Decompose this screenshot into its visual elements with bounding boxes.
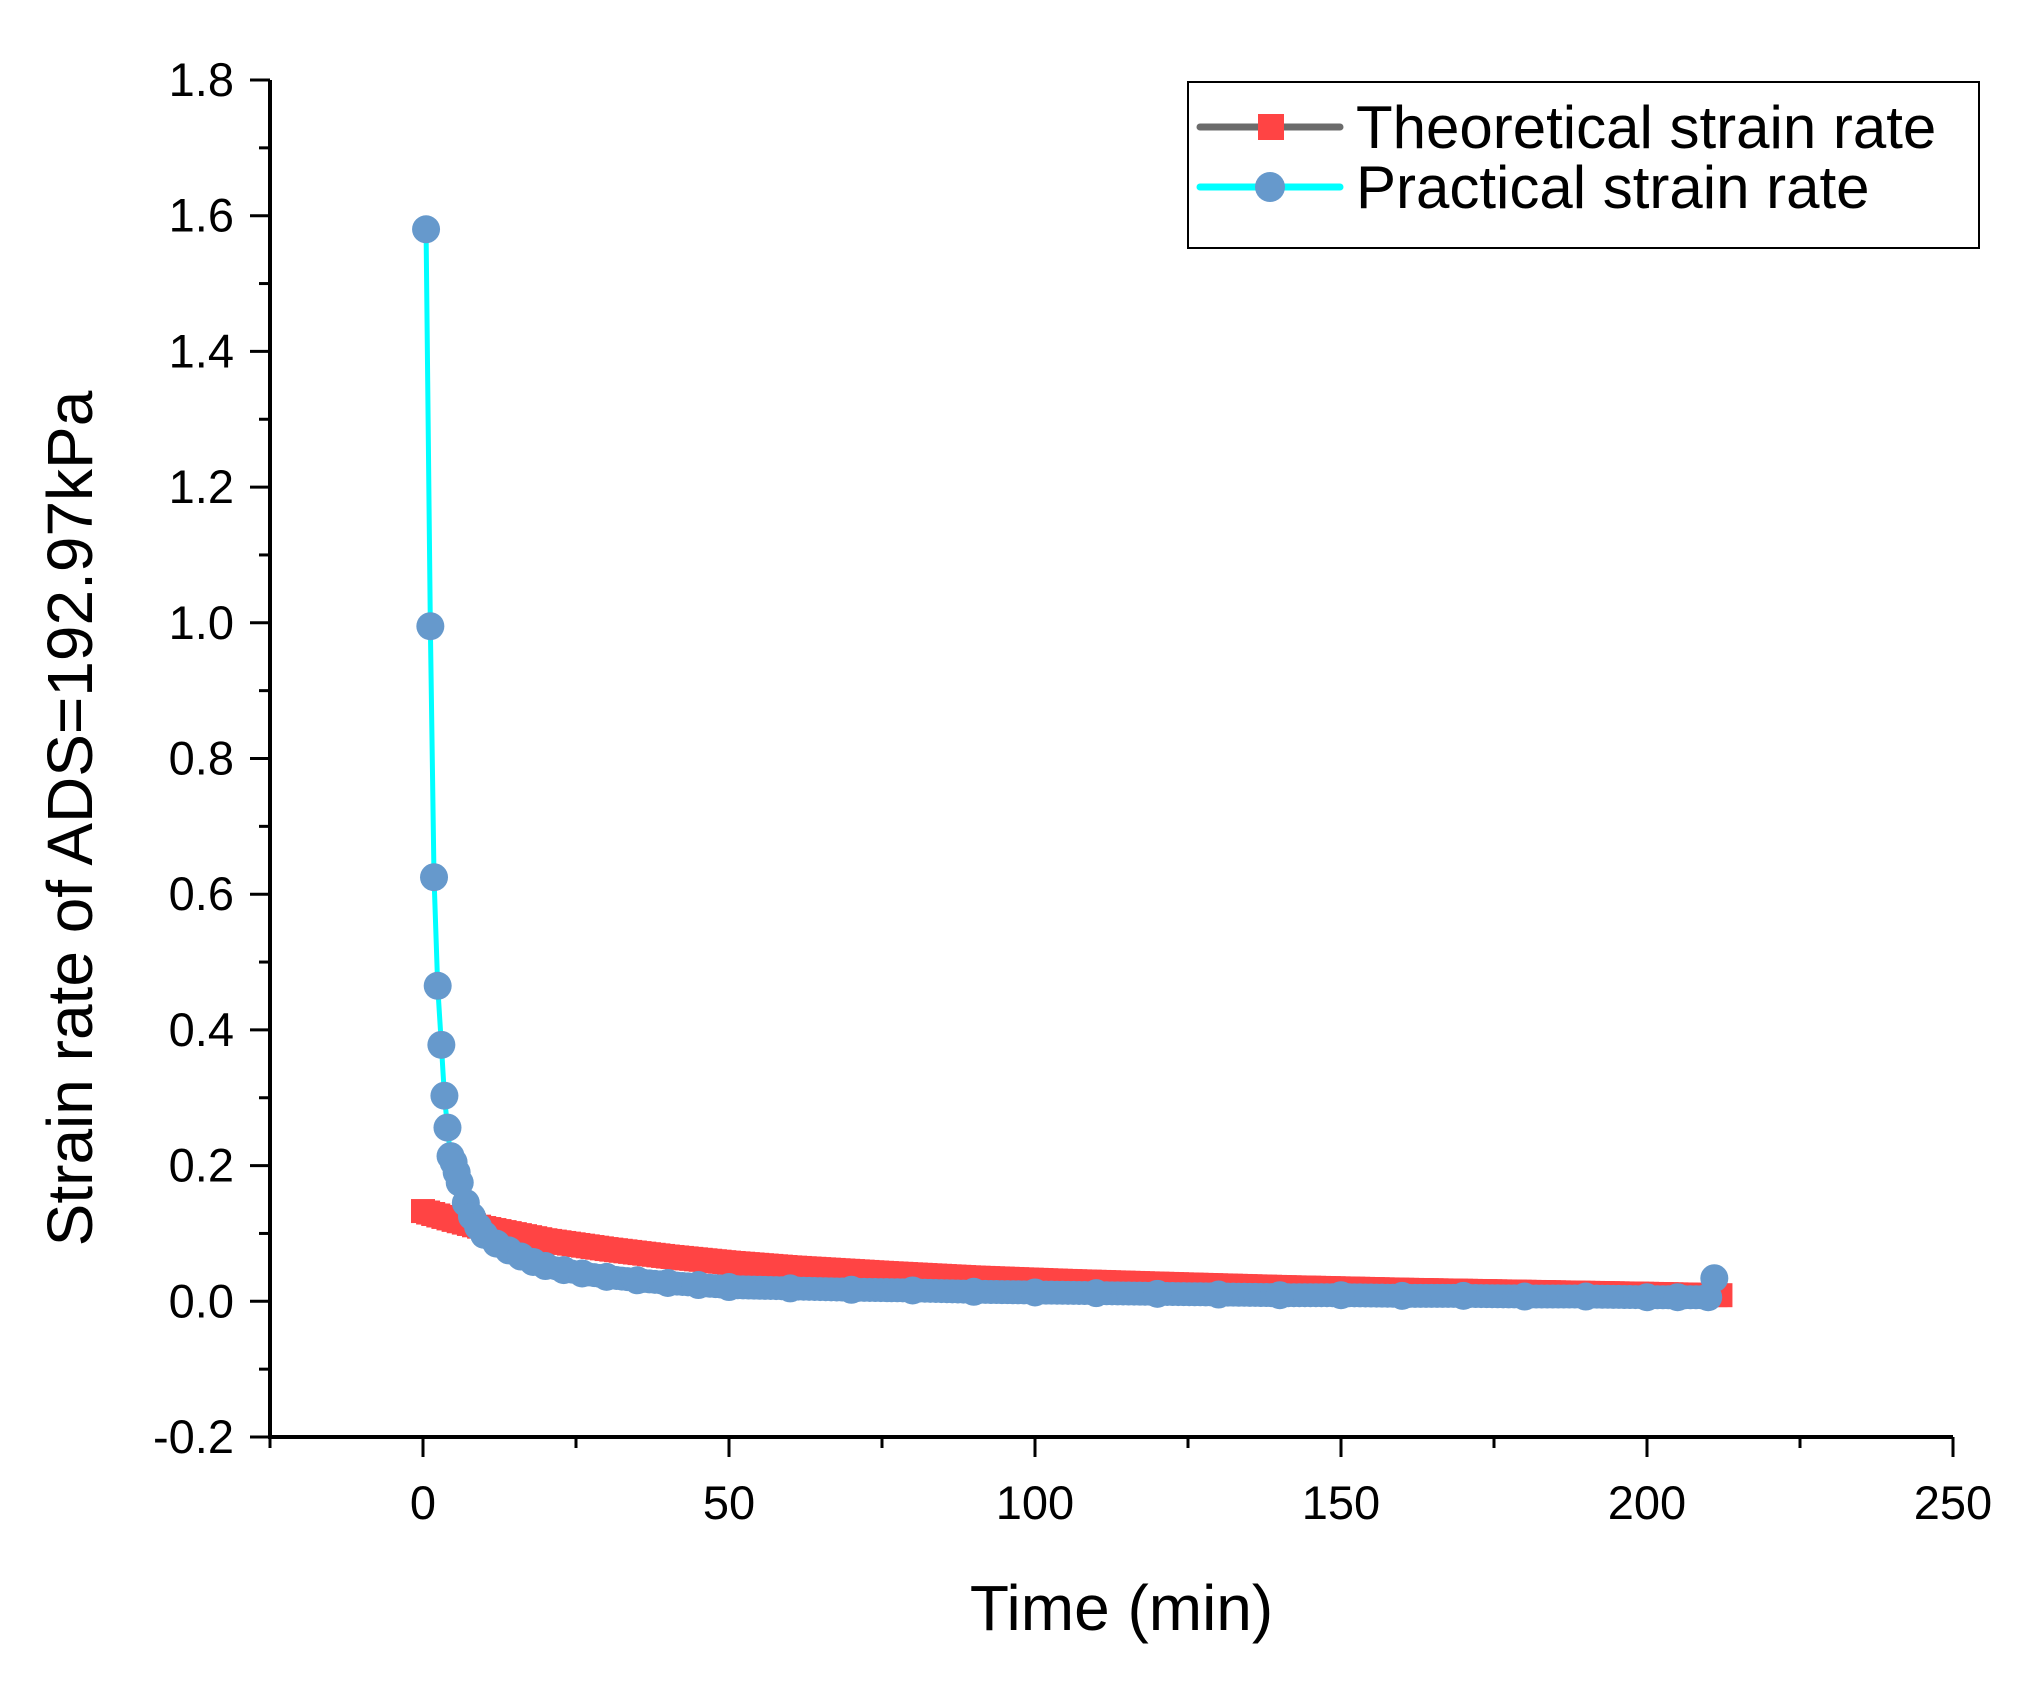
practical-point (776, 1274, 805, 1303)
practical-point (412, 215, 441, 244)
practical-point (1663, 1283, 1692, 1312)
practical-point (1082, 1279, 1111, 1308)
practical-point (684, 1271, 713, 1300)
y-tick-label: 1.8 (169, 53, 234, 106)
legend: Theoretical strain rate Practical strain… (1187, 81, 1980, 249)
practical-point (837, 1275, 866, 1304)
x-tick-label: 100 (996, 1476, 1074, 1529)
practical-point (1327, 1281, 1355, 1310)
legend-box (1187, 81, 1980, 249)
practical-point (653, 1268, 682, 1297)
x-tick-label: 0 (410, 1476, 436, 1529)
x-tick-label: 250 (1914, 1476, 1992, 1529)
y-tick-label: 0.0 (169, 1274, 234, 1327)
y-tick-label: 1.4 (169, 324, 234, 377)
practical-point (423, 971, 452, 1000)
y-axis-ticks: -0.2 0.0 0.2 0.4 0.6 0.8 1.0 1.2 1.4 1.6 1.8 (153, 53, 270, 1463)
x-tick-label: 150 (1302, 1476, 1380, 1529)
practical-point (1633, 1283, 1661, 1312)
practical-point (433, 1113, 462, 1142)
y-tick-label: 0.2 (169, 1139, 234, 1192)
practical-point (1449, 1281, 1478, 1310)
practical-point (1571, 1282, 1600, 1311)
y-tick-label: 0.6 (169, 867, 234, 920)
practical-point (1510, 1282, 1539, 1311)
practical-point (568, 1259, 597, 1288)
plot-area (411, 215, 1733, 1312)
practical-point (430, 1081, 459, 1110)
practical-point (715, 1273, 743, 1302)
practical-point (1021, 1278, 1049, 1307)
x-tick-label: 200 (1608, 1476, 1686, 1529)
y-tick-label: 1.2 (169, 460, 234, 513)
legend-marker-practical (1255, 172, 1285, 202)
practical-point (1388, 1281, 1417, 1310)
legend-label-practical: Practical strain rate (1356, 154, 1870, 221)
practical-point (959, 1277, 988, 1306)
practical-point (592, 1262, 621, 1291)
legend-label-theoretical: Theoretical strain rate (1356, 94, 1936, 161)
series-theoretical (411, 1199, 1733, 1308)
practical-point (623, 1266, 652, 1295)
y-tick-label: 0.4 (169, 1003, 234, 1056)
practical-point (1143, 1279, 1172, 1308)
y-tick-label: 0.8 (169, 732, 234, 785)
x-axis-title: Time (min) (970, 1572, 1273, 1644)
practical-point (427, 1030, 456, 1059)
practical-point (898, 1276, 927, 1305)
series-practical (412, 215, 1729, 1312)
y-axis-title: Strain rate of ADS=192.97kPa (34, 390, 106, 1246)
legend-marker-theoretical (1258, 114, 1284, 140)
x-tick-label: 50 (703, 1476, 755, 1529)
y-tick-label: -0.2 (153, 1410, 234, 1463)
y-tick-label: 1.6 (169, 189, 234, 242)
practical-point (1700, 1264, 1729, 1293)
practical-point (420, 863, 449, 892)
practical-point (1204, 1280, 1233, 1309)
practical-point (416, 612, 445, 641)
y-tick-label: 1.0 (169, 596, 234, 649)
x-axis-ticks: 0 50 100 150 200 250 (268, 1437, 1992, 1529)
practical-point (1265, 1281, 1294, 1310)
